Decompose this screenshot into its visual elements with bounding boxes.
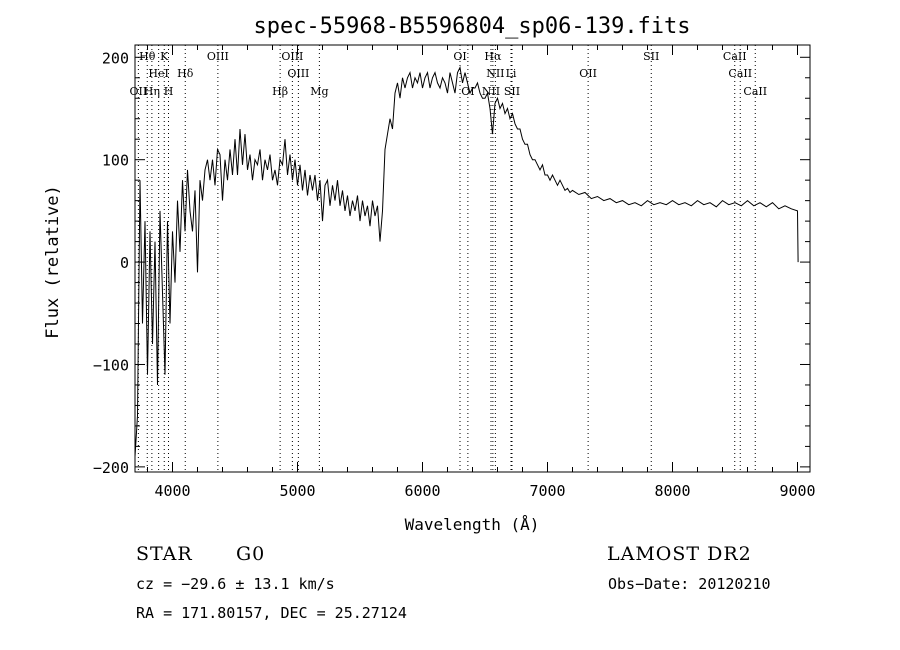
y-tick-label-4: 200 [102,49,129,67]
plot-frame [134,44,811,473]
spectral-subclass: G0 [236,543,266,565]
y-axis-label: Flux (relative) [43,185,63,339]
x-tick-label-0: 4000 [154,482,190,500]
line-label-17: H [164,85,174,98]
line-label-18: Hβ [272,85,288,98]
line-label-14: CaII [728,67,752,80]
x-tick-label-1: 5000 [279,482,315,500]
spectrum-line [134,65,799,457]
x-tick-label-4: 8000 [654,482,690,500]
line-label-15: OII [130,85,148,98]
line-label-20: OI [461,85,474,98]
line-label-23: CaII [743,85,767,98]
y-tick-label-2: 0 [120,254,129,272]
line-label-9: Hδ [177,67,194,80]
line-label-0: Hθ [139,50,156,63]
line-label-3: OIII [281,50,303,63]
y-tick-label-1: −100 [93,356,129,374]
line-label-2: OIII [207,50,229,63]
x-tick-label-5: 9000 [779,482,815,500]
line-label-22: SII [504,85,520,98]
redshift-velocity: cz = −29.6 ± 13.1 km/s [136,575,335,593]
survey-name: LAMOST DR2 [607,543,752,565]
line-label-7: CaII [723,50,747,63]
line-label-5: Hα [484,50,502,63]
y-tick-label-0: −200 [93,459,129,477]
chart-title: spec-55968-B5596804_sp06-139.fits [253,14,690,39]
line-label-19: Mg [310,85,328,98]
y-tick-label-3: 100 [102,152,129,170]
line-label-12: Li [506,67,517,80]
line-label-21: NII [482,85,500,98]
x-tick-label-2: 6000 [404,482,440,500]
line-label-1: K [160,50,169,63]
line-label-8: HeI [148,67,168,80]
x-axis-label: Wavelength (Å) [405,515,540,534]
observation-date: Obs−Date: 20120210 [608,575,771,593]
x-tick-label-3: 7000 [529,482,565,500]
line-label-6: SII [643,50,659,63]
object-type: STAR [136,543,193,565]
line-label-13: OII [579,67,597,80]
line-label-4: OI [453,50,466,63]
line-label-11: NII [486,67,504,80]
coordinates: RA = 171.80157, DEC = 25.27124 [136,604,407,622]
line-label-16: Hη [144,85,160,98]
line-label-10: OIII [287,67,309,80]
